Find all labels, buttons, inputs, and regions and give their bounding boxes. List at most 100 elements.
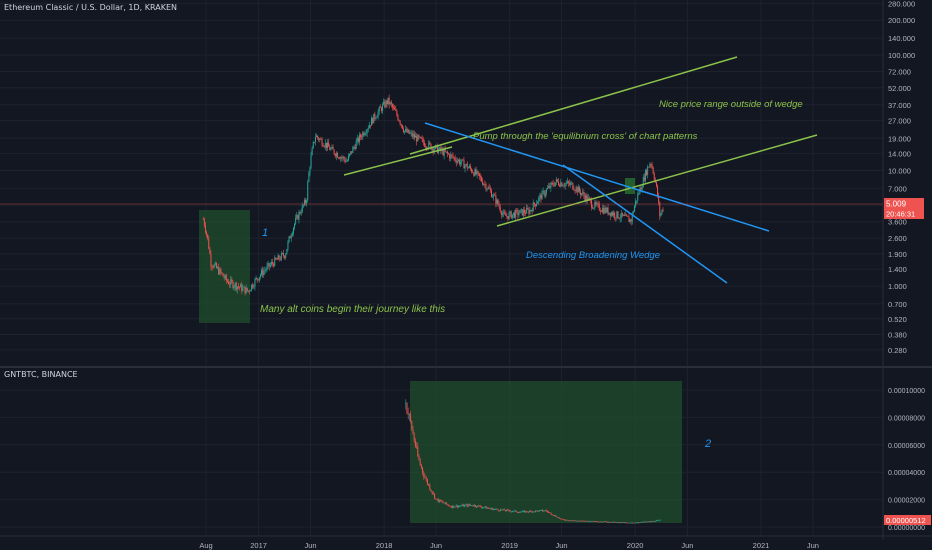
etc-candle [349,153,351,156]
gnt-candle [492,509,494,511]
gnt-candle [437,499,439,502]
gnt-candle [650,521,652,523]
etc-candle [540,194,542,200]
etc-candle [459,159,461,165]
etc-candle [325,142,327,148]
countdown-badge [884,209,924,219]
etc-candle [289,236,291,239]
etc-candle [366,129,368,134]
gnt-candle [592,520,594,522]
etc-candle [352,147,354,153]
gnt-price-tick-label: 0.00000000 [888,525,925,532]
etc-candle [405,128,407,131]
gnt-candle [567,519,569,521]
gnt-candle [578,520,580,522]
price-tick-label: 140.000 [888,34,915,43]
etc-candle [446,151,448,154]
gnt-candle [575,520,577,522]
etc-candle [507,216,509,220]
etc-candle [286,249,288,255]
gnt-candle [417,446,419,456]
etc-candle [369,125,371,126]
etc-candle [262,269,264,276]
etc-candle [430,143,432,150]
etc-candle [616,211,618,219]
gnt-candle [410,414,412,422]
gnt-candle [590,521,592,523]
etc-candle [437,145,439,153]
etc-candle [567,181,569,184]
etc-candle [407,129,409,133]
etc-candle [489,188,491,191]
etc-candle [342,156,344,158]
gnt-candle [496,508,498,510]
etc-candle [251,284,253,291]
bottom-price-axis[interactable]: 0.00010000 0.00008000 0.00006000 0.00004000… [888,388,925,532]
etc-candle [300,212,302,214]
current-price-badge [884,198,924,209]
etc-candle [421,138,423,140]
etc-candle [541,191,543,200]
etc-candle [399,121,401,125]
gnt-candle [461,504,463,506]
etc-candle [419,136,421,138]
etc-candle [373,113,375,124]
etc-candle [368,125,370,129]
gnt-candle [508,509,510,511]
etc-candle [353,146,355,148]
etc-candle [417,135,419,142]
gnt-candle [658,519,660,521]
etc-candle [564,183,566,186]
gnt-candle [651,521,653,523]
time-axis[interactable]: Aug 2017 Jun 2018 Jun 2019 Jun 2020 Jun 2021 Jun [199,541,819,550]
etc-candle [517,210,519,216]
etc-candle [212,266,214,268]
etc-candle [428,142,430,148]
etc-candle [277,255,279,260]
etc-candle [617,211,619,218]
gnt-candle [561,518,563,520]
etc-candle [635,200,637,207]
gnt-candle [454,506,456,508]
gnt-candle [446,502,448,505]
etc-candle [432,147,434,152]
etc-candle [457,159,459,161]
etc-candle [211,266,213,268]
etc-candle [572,182,574,190]
etc-candle [309,167,311,173]
etc-candle [525,212,527,214]
etc-candle [379,107,381,108]
gnt-candle [632,522,634,524]
etc-candle [269,264,271,267]
etc-candle [274,257,276,267]
etc-candle [515,209,517,218]
etc-candle [243,286,245,288]
gnt-candle [640,522,642,523]
etc-candle [484,183,486,185]
gnt-candle [574,520,576,522]
gnt-candle [582,520,584,522]
etc-candle [320,138,322,140]
etc-candle [566,181,568,184]
gnt-candle [652,520,654,522]
gnt-candle [468,504,470,506]
etc-candle [483,183,485,185]
etc-candle [323,146,325,148]
etc-candle [626,214,628,217]
etc-candle [215,263,217,268]
etc-candle [283,253,285,256]
etc-candle [516,209,518,211]
gnt-candle [522,510,524,512]
gnt-candle [491,507,493,510]
gnt-candle [566,519,568,521]
etc-candle [371,118,373,126]
gnt-candle [543,510,545,512]
gnt-candle [406,403,408,414]
gnt-candle [488,507,490,509]
etc-candle [415,135,417,138]
etc-candle [225,275,227,281]
etc-candle [263,270,265,276]
gnt-candle [611,521,613,523]
etc-candle [223,276,225,279]
top-price-axis[interactable]: 280.000 200.000 140.000 100.000 72.000 52.000… [888,0,915,355]
